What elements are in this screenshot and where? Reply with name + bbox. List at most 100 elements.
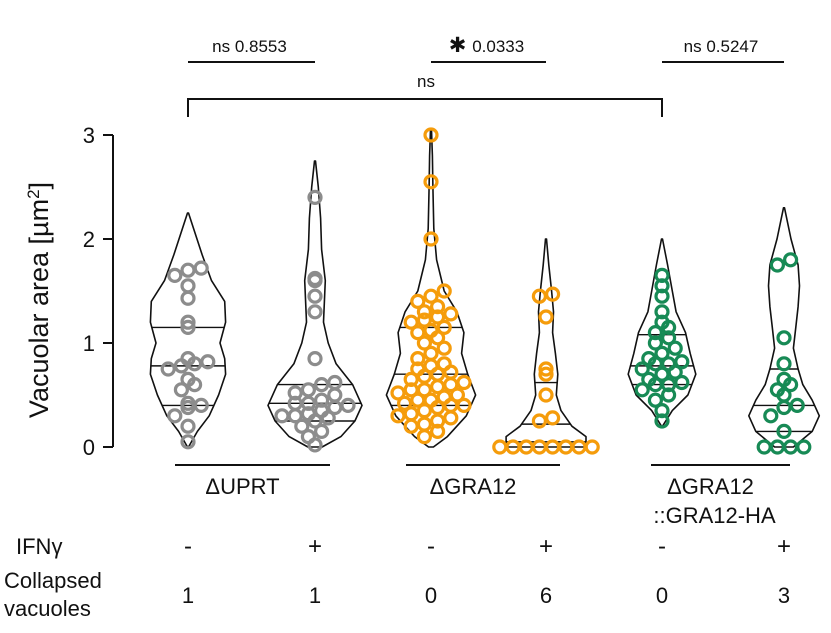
data-point (180, 434, 196, 450)
data-point (456, 374, 472, 391)
data-point (416, 335, 432, 351)
ifn-sign: + (777, 533, 791, 560)
group-label-line2: ::GRA12-HA (653, 503, 776, 528)
data-point (160, 361, 176, 377)
data-point (789, 397, 805, 413)
p-value: 0.0333 (472, 37, 524, 56)
data-point (193, 260, 209, 276)
data-point (307, 189, 323, 205)
y-axis-label-sup: 2 (24, 189, 43, 198)
data-point (436, 283, 452, 299)
data-point (449, 387, 465, 403)
data-point (647, 335, 664, 351)
data-point (430, 423, 446, 439)
group-labels: ΔUPRT ΔGRA12 ΔGRA12::GRA12-HA (175, 464, 790, 528)
data-point (647, 392, 664, 408)
comparison-label: ns 0.8553 (212, 37, 287, 56)
data-point (538, 366, 554, 382)
y-axis-label-main: Vacuolar area [µm (24, 199, 54, 418)
data-point (416, 403, 432, 419)
data-point (538, 361, 554, 377)
ifn-sign: + (308, 533, 322, 560)
data-point (416, 429, 432, 445)
data-point (187, 377, 203, 393)
data-point (416, 416, 432, 432)
collapsed-count: 1 (182, 583, 194, 608)
data-point (423, 174, 439, 190)
data-point (776, 330, 792, 346)
data-point (167, 408, 183, 424)
data-point (307, 304, 323, 320)
data-point (667, 340, 683, 356)
overall-comparison-label: ns (417, 72, 435, 91)
data-point (416, 304, 432, 320)
data-point (584, 439, 600, 455)
y-tick-label: 2 (83, 227, 95, 252)
data-point (634, 361, 650, 377)
violin-outline (748, 207, 821, 448)
data-point (654, 288, 670, 304)
collapsed-count: 1 (309, 583, 321, 608)
group-label: ΔUPRT (205, 474, 279, 499)
data-point (776, 356, 792, 372)
data-point (660, 387, 677, 403)
collapsed-row-label-line1: Collapsed (4, 568, 102, 593)
data-point (492, 439, 508, 455)
data-point (423, 231, 439, 247)
data-point (180, 290, 196, 306)
data-point (307, 351, 323, 367)
violin-outline (267, 160, 363, 448)
collapsed-count: 6 (540, 583, 552, 608)
data-point (300, 395, 316, 411)
y-ticks: 0 1 2 3 (83, 123, 113, 460)
data-point (443, 410, 459, 426)
collapsed-count: 0 (656, 583, 668, 608)
y-axis-label-end: ] (24, 182, 54, 190)
data-point (320, 410, 336, 426)
violin-outline (149, 212, 227, 448)
y-tick-label: 0 (83, 435, 95, 460)
group-label: ΔGRA12 (667, 474, 754, 499)
violin-outline (627, 238, 697, 427)
data-point (634, 382, 650, 398)
significance-star: ✱ (449, 34, 472, 57)
comparison-label: ✱ 0.0333 (449, 34, 524, 57)
data-point (456, 397, 472, 413)
data-point (796, 439, 812, 455)
data-point (287, 385, 303, 401)
comparison-label: ns 0.5247 (684, 37, 759, 56)
data-point (390, 385, 406, 401)
data-point (654, 413, 670, 429)
data-point (654, 267, 670, 283)
overall-comparison-bracket (187, 98, 663, 117)
p-value: ns 0.5247 (684, 37, 759, 56)
data-point (674, 354, 690, 370)
collapsed-count: 0 (425, 583, 437, 608)
data-points (160, 127, 812, 455)
data-point (423, 288, 439, 304)
data-point (544, 286, 561, 302)
data-point (416, 312, 432, 328)
data-point (436, 319, 452, 335)
data-point (180, 262, 196, 278)
data-point (180, 319, 196, 335)
data-point (327, 387, 343, 403)
group-label: ΔGRA12 (430, 474, 517, 499)
violins (149, 129, 821, 448)
data-point (307, 437, 323, 453)
data-point (193, 397, 209, 413)
data-point (300, 382, 316, 398)
data-point (782, 377, 799, 393)
ifn-sign: + (539, 533, 553, 560)
comparison-brackets: ns 0.8553 ✱ 0.0333 ns 0.5247 ns (187, 34, 784, 117)
data-point (763, 408, 779, 424)
data-point (180, 418, 196, 434)
data-point (538, 387, 554, 403)
data-point (340, 397, 356, 413)
y-tick-label: 3 (83, 123, 95, 148)
data-point (667, 364, 683, 380)
data-point (327, 374, 343, 391)
data-point (430, 330, 446, 346)
data-point (423, 345, 439, 361)
